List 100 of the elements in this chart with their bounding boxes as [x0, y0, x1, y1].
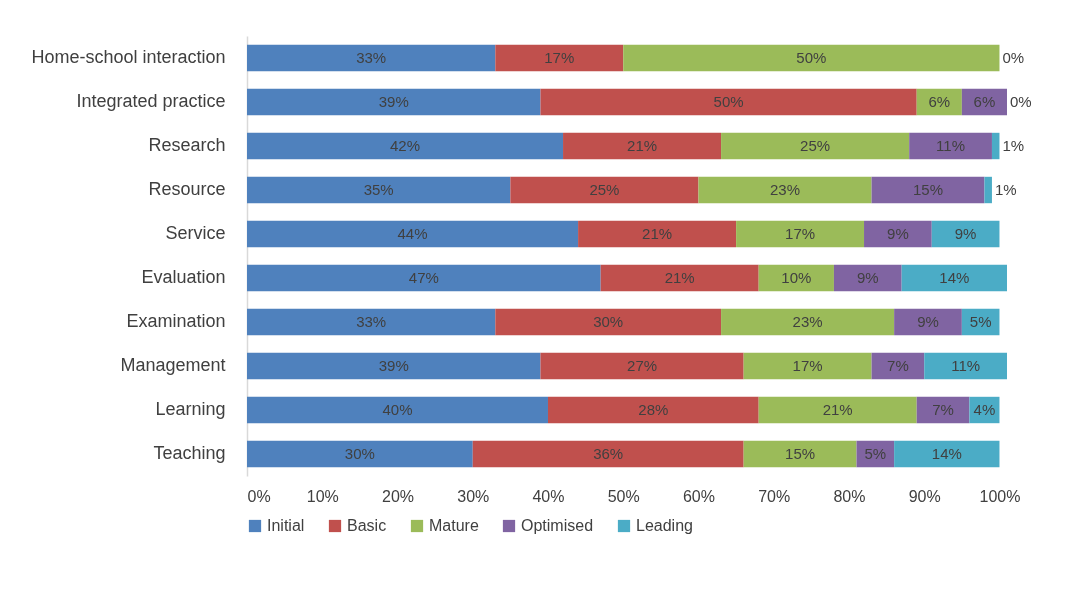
- data-label: 21%: [627, 137, 658, 154]
- data-label: 50%: [713, 93, 744, 110]
- legend-label: Initial: [267, 517, 305, 534]
- bar: [743, 440, 857, 468]
- y-tick-label: Management: [120, 355, 226, 375]
- legend-label: Optimised: [521, 517, 594, 534]
- bar: [833, 264, 902, 292]
- bar: [247, 176, 511, 204]
- data-label: 25%: [800, 137, 831, 154]
- legend-label: Leading: [636, 517, 693, 534]
- bar: [247, 88, 541, 116]
- data-label: 11%: [951, 357, 981, 374]
- data-label: 42%: [390, 137, 421, 154]
- data-label: 25%: [589, 181, 620, 198]
- bar: [247, 220, 579, 248]
- y-tick-label: Learning: [155, 399, 226, 419]
- data-label: 6%: [973, 93, 996, 110]
- y-tick-label: Resource: [148, 179, 226, 199]
- data-label: 5%: [864, 445, 887, 462]
- bar: [721, 308, 895, 336]
- data-label: 39%: [378, 93, 409, 110]
- bar: [721, 132, 910, 160]
- bar: [563, 132, 722, 160]
- bar: [736, 220, 865, 248]
- bar: [247, 44, 496, 72]
- y-tick-label: Service: [165, 223, 226, 243]
- bar: [984, 176, 992, 204]
- data-label: 4%: [973, 401, 996, 418]
- data-label: 1%: [994, 181, 1017, 198]
- bar: [540, 88, 917, 116]
- bar: [894, 308, 962, 336]
- bar: [864, 220, 932, 248]
- data-label: 9%: [917, 313, 939, 330]
- bar: [758, 396, 917, 424]
- data-label: 21%: [642, 225, 673, 242]
- bar: [909, 132, 992, 160]
- data-label: 7%: [887, 357, 909, 374]
- data-label: 17%: [785, 225, 816, 242]
- x-tick-label: 40%: [532, 487, 565, 505]
- data-label: 30%: [344, 445, 375, 462]
- data-label: 27%: [627, 357, 658, 374]
- data-label: 9%: [887, 225, 909, 242]
- bar: [247, 352, 541, 380]
- bar: [247, 396, 548, 424]
- data-label: 15%: [912, 181, 944, 198]
- bar: [472, 440, 744, 468]
- data-label: 1%: [1002, 137, 1025, 154]
- data-label: 0%: [1002, 49, 1025, 66]
- data-label: 44%: [397, 225, 428, 242]
- data-label: 11%: [936, 137, 966, 154]
- y-tick-label: Research: [148, 135, 226, 155]
- bar: [247, 264, 601, 292]
- x-tick-label: 50%: [607, 487, 640, 505]
- data-label: 9%: [954, 225, 977, 242]
- bar: [623, 44, 1000, 72]
- bar: [871, 176, 985, 204]
- x-tick-label: 70%: [758, 487, 791, 505]
- x-tick-label: 0%: [247, 487, 271, 505]
- bar: [578, 220, 737, 248]
- data-label: 14%: [931, 445, 962, 462]
- bar: [743, 352, 872, 380]
- data-label: 28%: [638, 401, 669, 418]
- bar: [510, 176, 699, 204]
- x-tick-label: 20%: [381, 487, 415, 505]
- data-label: 9%: [856, 269, 879, 286]
- data-label: 17%: [544, 49, 575, 66]
- data-label: 35%: [363, 181, 394, 198]
- bar: [540, 352, 744, 380]
- data-label: 39%: [378, 357, 409, 374]
- data-label: 7%: [932, 401, 954, 418]
- x-tick-label: 60%: [682, 487, 715, 505]
- bar: [698, 176, 872, 204]
- data-label: 23%: [792, 313, 823, 330]
- bar: [600, 264, 759, 292]
- x-tick-label: 80%: [833, 487, 866, 505]
- data-label: 5%: [969, 313, 992, 330]
- x-tick-label: 10%: [306, 487, 339, 505]
- bar: [495, 308, 722, 336]
- data-label: 47%: [408, 269, 439, 286]
- data-label: 33%: [356, 49, 387, 66]
- bar: [547, 396, 759, 424]
- x-tick-label: 100%: [979, 487, 1021, 505]
- data-label: 15%: [785, 445, 816, 462]
- data-label: 30%: [593, 313, 624, 330]
- bar: [924, 352, 1007, 380]
- data-label: 6%: [928, 93, 951, 110]
- bar: [894, 440, 1000, 468]
- bar: [758, 264, 834, 292]
- bar: [901, 264, 1007, 292]
- bar: [991, 132, 1000, 160]
- data-label: 17%: [792, 357, 823, 374]
- y-tick-label: Evaluation: [141, 267, 226, 287]
- legend-label: Basic: [347, 517, 387, 534]
- x-tick-label: 90%: [908, 487, 941, 505]
- legend-label: Mature: [429, 517, 479, 534]
- x-tick-label: 30%: [457, 487, 490, 505]
- y-tick-label: Home-school interaction: [31, 47, 226, 67]
- data-label: 40%: [382, 401, 413, 418]
- y-tick-label: Examination: [126, 311, 226, 331]
- bar: [247, 132, 564, 160]
